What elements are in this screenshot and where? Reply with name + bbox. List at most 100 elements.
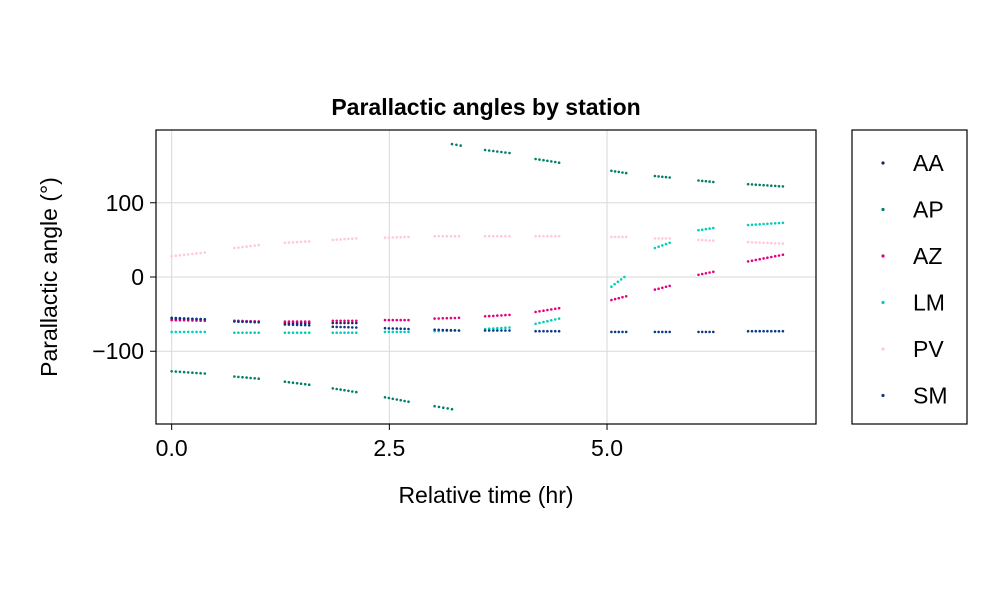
data-point bbox=[399, 235, 403, 239]
data-point bbox=[249, 331, 252, 335]
data-point bbox=[542, 234, 545, 238]
data-point bbox=[770, 255, 773, 259]
data-point bbox=[343, 388, 346, 392]
data-point bbox=[496, 234, 499, 238]
data-point bbox=[233, 246, 236, 250]
data-point bbox=[617, 235, 621, 239]
data-point bbox=[712, 239, 715, 242]
data-point bbox=[331, 325, 335, 329]
data-point bbox=[237, 246, 240, 249]
data-point bbox=[664, 175, 668, 179]
data-point bbox=[387, 330, 391, 334]
data-point bbox=[445, 328, 449, 332]
data-point bbox=[708, 239, 711, 242]
data-point bbox=[704, 227, 708, 231]
series-aa bbox=[170, 316, 358, 325]
data-point bbox=[700, 228, 704, 231]
data-point bbox=[624, 235, 628, 239]
data-point bbox=[762, 183, 765, 187]
data-point bbox=[343, 325, 346, 329]
data-point bbox=[257, 331, 261, 335]
data-point bbox=[546, 159, 549, 163]
data-point bbox=[557, 306, 561, 310]
data-point bbox=[347, 389, 350, 393]
legend-item-lm: LM bbox=[881, 290, 945, 316]
data-point bbox=[433, 234, 436, 238]
data-point bbox=[653, 174, 657, 178]
data-point bbox=[708, 271, 711, 274]
data-point bbox=[697, 238, 700, 242]
data-point bbox=[657, 330, 660, 334]
data-point bbox=[437, 328, 441, 332]
legend-items: AA AP AZ LM PV SM bbox=[881, 150, 948, 409]
data-point bbox=[249, 320, 252, 324]
data-point bbox=[542, 158, 545, 162]
data-point bbox=[347, 331, 350, 335]
data-point bbox=[433, 328, 436, 332]
data-point bbox=[195, 252, 198, 255]
data-point bbox=[403, 330, 406, 334]
data-point bbox=[534, 234, 537, 238]
data-point bbox=[624, 295, 628, 298]
data-point bbox=[487, 327, 491, 331]
data-point bbox=[335, 325, 339, 329]
data-point bbox=[504, 151, 507, 154]
data-point bbox=[307, 331, 311, 335]
data-point bbox=[387, 396, 391, 400]
data-point bbox=[550, 308, 553, 311]
data-point bbox=[653, 237, 657, 240]
data-point bbox=[347, 325, 350, 329]
data-point bbox=[550, 329, 553, 333]
data-point bbox=[661, 244, 664, 247]
data-point bbox=[508, 313, 511, 317]
data-point bbox=[295, 331, 299, 335]
data-point bbox=[613, 297, 617, 301]
data-point bbox=[704, 272, 708, 275]
data-point bbox=[291, 241, 295, 244]
data-point bbox=[766, 222, 769, 226]
x-tick-label: 2.5 bbox=[373, 435, 405, 461]
data-point bbox=[186, 371, 190, 374]
data-point bbox=[441, 234, 445, 238]
data-point bbox=[437, 405, 441, 409]
data-point bbox=[712, 270, 715, 274]
data-point bbox=[777, 254, 781, 257]
data-point bbox=[355, 390, 358, 394]
data-point bbox=[777, 242, 781, 245]
data-point bbox=[331, 321, 335, 325]
data-point bbox=[191, 252, 194, 256]
data-point bbox=[335, 387, 339, 391]
data-point bbox=[445, 234, 449, 238]
data-point bbox=[355, 321, 358, 325]
data-point bbox=[178, 254, 182, 257]
data-point bbox=[237, 320, 240, 324]
data-point bbox=[245, 331, 248, 335]
data-point bbox=[303, 240, 307, 243]
data-point bbox=[303, 331, 307, 335]
data-point bbox=[762, 257, 765, 260]
data-point bbox=[697, 179, 700, 182]
data-point bbox=[697, 330, 700, 334]
data-point bbox=[777, 184, 781, 188]
data-point bbox=[746, 223, 750, 227]
data-point bbox=[203, 251, 207, 254]
data-point bbox=[542, 320, 545, 324]
data-point bbox=[483, 315, 487, 318]
data-point bbox=[546, 329, 549, 333]
data-point bbox=[758, 183, 761, 187]
data-point bbox=[399, 318, 403, 322]
data-point bbox=[257, 321, 261, 324]
data-point bbox=[203, 330, 207, 334]
data-point bbox=[287, 331, 291, 335]
data-point bbox=[777, 221, 781, 225]
data-point bbox=[195, 317, 198, 321]
data-point bbox=[496, 150, 499, 153]
data-point bbox=[754, 258, 758, 262]
data-point bbox=[487, 329, 491, 332]
legend-label: LM bbox=[913, 290, 945, 316]
data-point bbox=[750, 259, 754, 263]
data-point bbox=[203, 372, 207, 375]
data-point bbox=[668, 284, 671, 288]
data-point bbox=[343, 237, 346, 241]
data-point bbox=[245, 320, 248, 324]
